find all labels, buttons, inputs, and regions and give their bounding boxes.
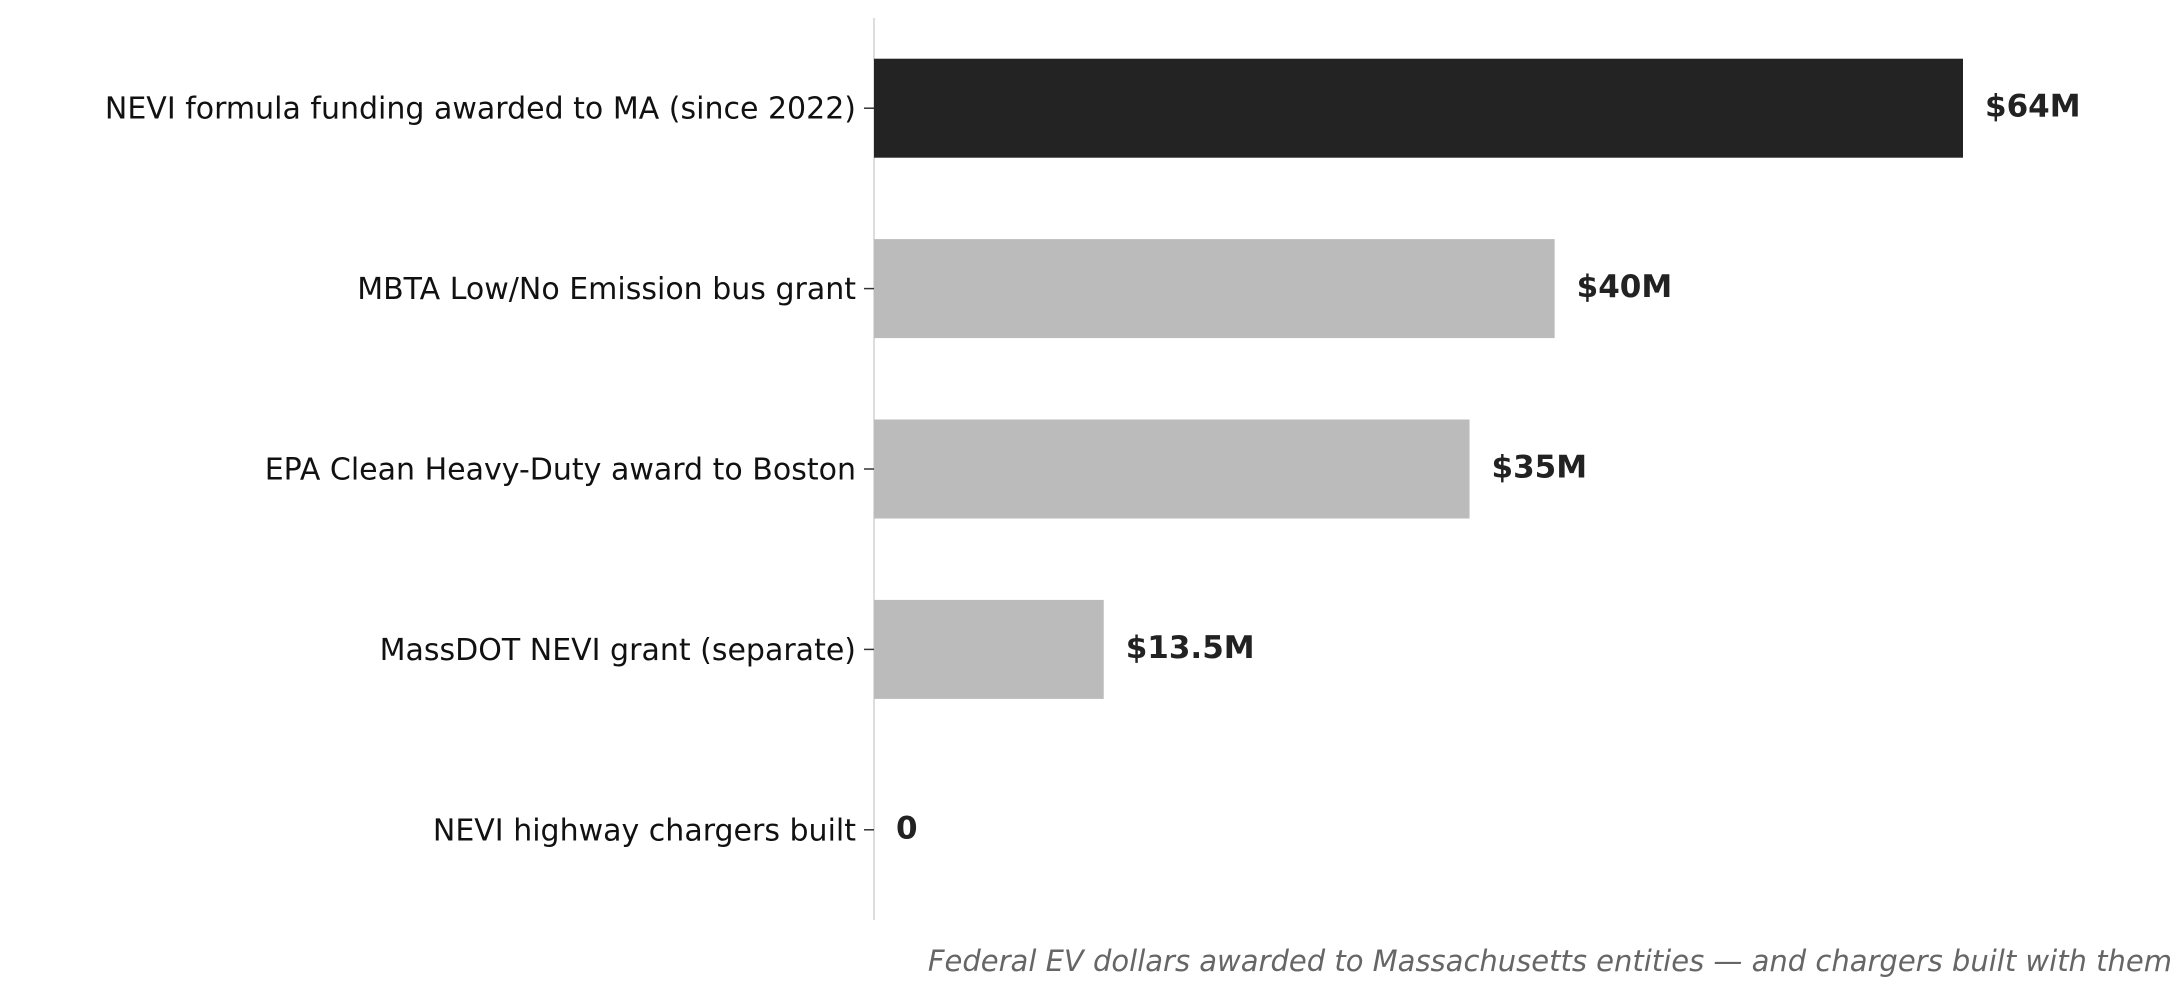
y-tick-label: NEVI formula funding awarded to MA (sinc… bbox=[105, 92, 856, 127]
y-tick-label: MassDOT NEVI grant (separate) bbox=[380, 633, 856, 668]
value-label: $35M bbox=[1492, 450, 1588, 486]
bar bbox=[874, 58, 1963, 158]
caption: Federal EV dollars awarded to Massachuse… bbox=[928, 944, 2172, 978]
value-label: $13.5M bbox=[1126, 630, 1255, 666]
y-tick-label: NEVI highway chargers built bbox=[433, 813, 856, 848]
y-tick-label: MBTA Low/No Emission bus grant bbox=[357, 272, 856, 307]
bar bbox=[874, 419, 1470, 519]
bar bbox=[874, 239, 1555, 339]
value-label: $64M bbox=[1985, 89, 2081, 125]
y-tick-label: EPA Clean Heavy-Duty award to Boston bbox=[265, 453, 856, 488]
bar bbox=[874, 599, 1104, 699]
value-label: 0 bbox=[896, 810, 918, 846]
value-label: $40M bbox=[1577, 269, 1673, 305]
